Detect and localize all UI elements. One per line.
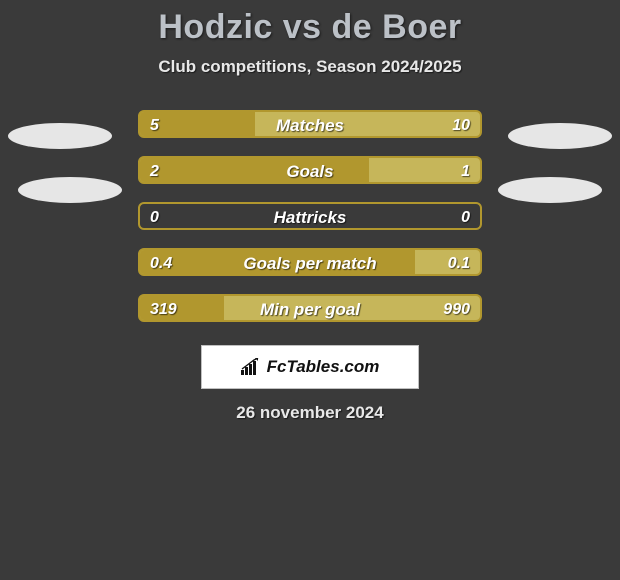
stat-row: 21Goals	[0, 147, 620, 193]
stat-bar-left-fill	[140, 158, 369, 182]
stat-right-value: 10	[452, 112, 470, 136]
brand-badge: FcTables.com	[201, 345, 419, 389]
stat-bar-track: 510Matches	[138, 110, 482, 138]
stat-bar-track: 319990Min per goal	[138, 294, 482, 322]
snapshot-date: 26 november 2024	[0, 403, 620, 423]
stat-bar-track: 21Goals	[138, 156, 482, 184]
brand-text: FcTables.com	[267, 357, 380, 377]
comparison-infographic: Hodzic vs de Boer Club competitions, Sea…	[0, 0, 620, 580]
stat-bar-left-fill	[140, 250, 415, 274]
page-subtitle: Club competitions, Season 2024/2025	[0, 57, 620, 77]
stat-right-value: 1	[461, 158, 470, 182]
stat-row: 510Matches	[0, 101, 620, 147]
stat-left-value: 0	[150, 204, 159, 228]
stat-bar-track: 0.40.1Goals per match	[138, 248, 482, 276]
stat-right-value: 990	[443, 296, 470, 320]
stat-row: 319990Min per goal	[0, 285, 620, 331]
stat-right-value: 0.1	[448, 250, 470, 274]
bar-chart-icon	[241, 358, 263, 376]
stat-bar-left-fill	[140, 296, 224, 320]
page-title: Hodzic vs de Boer	[0, 0, 620, 47]
stat-row: 0 0Hattricks	[0, 193, 620, 239]
stat-bar-left-fill	[140, 112, 255, 136]
stat-bar-track: 0 0Hattricks	[138, 202, 482, 230]
comparison-bars: 510Matches 21Goals 0 0Hattricks 0.40.1Goals …	[0, 101, 620, 331]
stat-label: Hattricks	[140, 204, 480, 228]
stat-right-value: 0	[461, 204, 470, 228]
stat-row: 0.40.1Goals per match	[0, 239, 620, 285]
